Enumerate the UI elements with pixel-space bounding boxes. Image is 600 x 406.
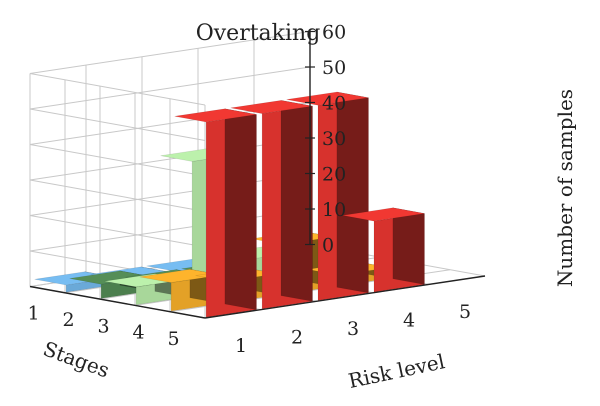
bars <box>34 91 425 318</box>
y-tick-label: 5 <box>167 328 179 350</box>
bar-side-face <box>280 100 313 302</box>
side-wall-gridline <box>29 144 206 177</box>
bar-top-face <box>342 207 425 222</box>
z-axis-label: Number of samples <box>553 89 577 287</box>
x-tick-label: 1 <box>235 335 247 357</box>
bar-top-face <box>230 100 313 114</box>
y-tick-label: 1 <box>27 303 39 325</box>
y-axis-line <box>29 285 206 319</box>
side-wall-gridline <box>29 215 206 248</box>
bar-side-face <box>392 207 425 285</box>
bar-side-face <box>224 108 257 311</box>
axes: 0 10 20 30 40 50 60 1 2 3 4 5 1 2 3 4 5 <box>27 22 486 357</box>
bar-top-face <box>174 108 257 123</box>
z-tick-label: 50 <box>322 57 346 79</box>
bar-top-face <box>286 91 369 106</box>
x-tick-label: 2 <box>291 326 303 348</box>
z-tick-label: 20 <box>322 164 346 186</box>
y-tick-label: 2 <box>62 309 74 331</box>
x-tick-label: 3 <box>347 318 359 340</box>
z-tick-label: 60 <box>322 22 346 44</box>
y-tick-label: 4 <box>132 322 144 344</box>
side-wall-gridline <box>29 73 206 106</box>
x-tick-label: 5 <box>459 301 471 323</box>
bar-stage-5-risk-1 <box>174 108 257 318</box>
bar-top-face <box>139 268 222 283</box>
z-tick-label: 30 <box>322 128 346 150</box>
back-wall-gridline <box>29 66 311 110</box>
x-axis-line <box>204 275 486 319</box>
back-wall-gridline <box>29 31 311 74</box>
bar-stage-5-risk-3 <box>286 91 369 301</box>
y-axis-label: Stages <box>40 336 113 382</box>
y-tick-label: 3 <box>97 315 109 337</box>
x-tick-label: 4 <box>403 310 415 332</box>
z-tick-label: 0 <box>322 235 334 257</box>
x-axis-label: Risk level <box>346 349 447 393</box>
side-wall-gridline <box>29 108 206 141</box>
side-wall-gridline <box>29 179 206 212</box>
z-tick-label: 10 <box>322 199 346 221</box>
chart-title: Overtaking <box>196 21 321 46</box>
bar-side-face <box>336 91 369 294</box>
z-tick-label: 40 <box>322 93 346 115</box>
